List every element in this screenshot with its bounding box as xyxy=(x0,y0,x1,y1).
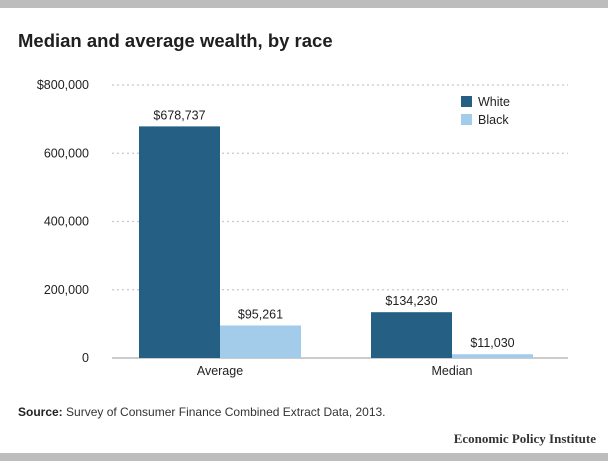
top-rule xyxy=(0,0,608,8)
data-label: $134,230 xyxy=(385,294,437,308)
legend-label-black: Black xyxy=(478,113,509,127)
y-tick-label: 400,000 xyxy=(44,215,89,229)
source-label: Source: xyxy=(18,405,63,419)
bar-white-median xyxy=(371,312,452,358)
data-label: $11,030 xyxy=(470,336,514,350)
bottom-rule xyxy=(0,453,608,461)
y-tick-label: $800,000 xyxy=(37,78,89,92)
data-label: $95,261 xyxy=(238,307,283,321)
bar-white-average xyxy=(139,126,220,358)
legend-swatch-white xyxy=(461,96,472,107)
organization-name: Economic Policy Institute xyxy=(453,431,596,446)
y-tick-label: 0 xyxy=(82,351,89,365)
chart-plot: 0 200,000 400,000 600,000 $800,000 $678,737 $9… xyxy=(37,78,568,378)
y-tick-label: 600,000 xyxy=(44,146,89,160)
legend-label-white: White xyxy=(478,95,510,109)
source-text: Survey of Consumer Finance Combined Extr… xyxy=(62,405,386,419)
x-tick-label: Median xyxy=(432,364,473,378)
x-tick-label: Average xyxy=(197,364,243,378)
chart-title: Median and average wealth, by race xyxy=(18,30,333,51)
source-note: Source: Survey of Consumer Finance Combi… xyxy=(18,405,386,419)
data-label: $678,737 xyxy=(153,108,205,122)
bar-black-average xyxy=(220,325,301,358)
legend-swatch-black xyxy=(461,114,472,125)
y-tick-label: 200,000 xyxy=(44,283,89,297)
bar-black-median xyxy=(452,354,533,358)
